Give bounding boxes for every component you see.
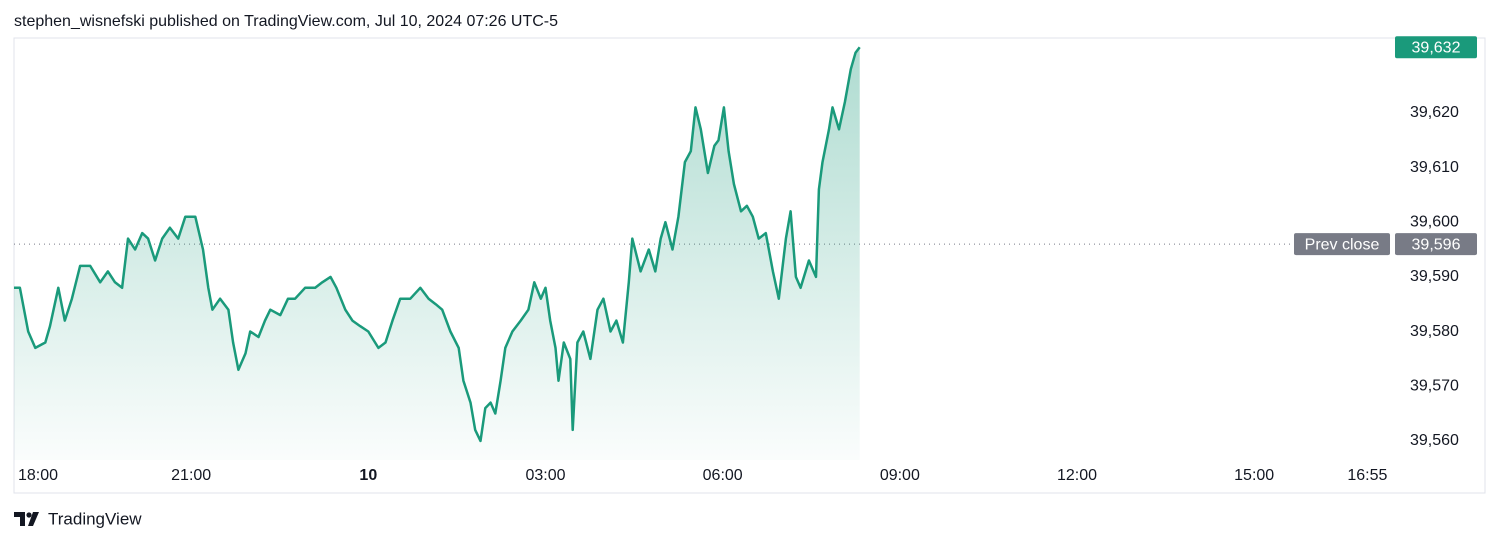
x-tick-label: 10 [359, 467, 377, 484]
y-tick-label: 39,580 [1410, 323, 1459, 340]
y-tick-label: 39,570 [1410, 377, 1459, 394]
pane-border [13, 37, 1486, 494]
header: stephen_wisnefski published on TradingVi… [14, 13, 558, 30]
prev-close-name: Prev close [1305, 236, 1380, 253]
last-price-box [1395, 36, 1477, 59]
x-tick-label: 03:00 [525, 467, 565, 484]
y-tick-label: 39,590 [1410, 268, 1459, 285]
y-tick-label: 39,610 [1410, 159, 1459, 176]
x-tick-label: 12:00 [1057, 467, 1097, 484]
logo [14, 512, 39, 526]
price-line [14, 46, 861, 443]
x-tick-label: 18:00 [18, 467, 58, 484]
brand: TradingView [48, 509, 142, 528]
x-tick-label: 15:00 [1234, 467, 1274, 484]
x-tick-label: 09:00 [880, 467, 920, 484]
y-tick-label: 39,560 [1410, 432, 1459, 449]
x-tick-label: 21:00 [171, 467, 211, 484]
area [14, 47, 860, 461]
prev-close-value-box [1395, 233, 1477, 256]
y-tick-label: 39,620 [1410, 104, 1459, 121]
last-price-label: 39,632 [1412, 40, 1461, 57]
prev-close-name-box [1294, 233, 1390, 256]
x-tick-label: 06:00 [703, 467, 743, 484]
prev-close-value: 39,596 [1412, 236, 1461, 253]
y-tick-label: 39,600 [1410, 213, 1459, 230]
x-tick-label: 16:55 [1347, 467, 1387, 484]
